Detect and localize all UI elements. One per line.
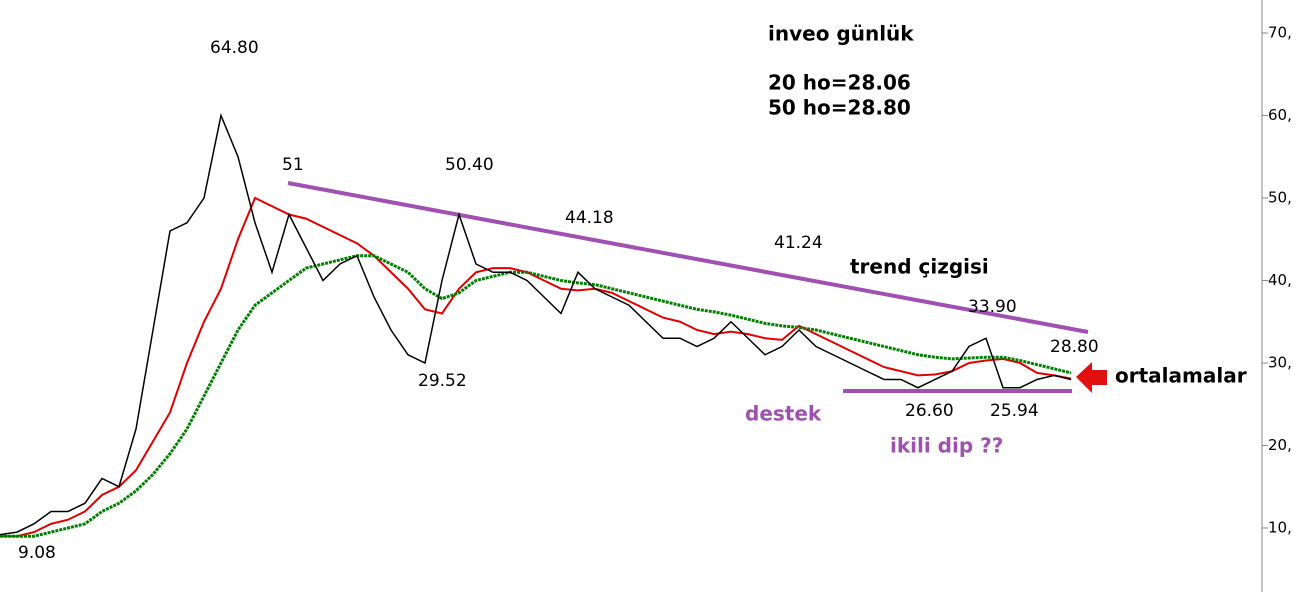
legend-entry: 20 ho=28.06 <box>768 71 911 95</box>
series-line <box>0 254 1072 538</box>
annotation: 41.24 <box>774 233 823 253</box>
y-tick-label: 50, <box>1268 188 1292 206</box>
y-tick-label: 30, <box>1268 353 1292 371</box>
annotation: 28.80 <box>1050 337 1099 357</box>
chart-title: inveo günlük <box>768 22 914 46</box>
y-tick-label: 20, <box>1268 436 1292 454</box>
y-tick-label: 10, <box>1268 518 1292 536</box>
arrow <box>1076 362 1107 393</box>
annotation: 33.90 <box>968 297 1017 317</box>
series-line <box>0 196 1072 538</box>
annotation: 29.52 <box>418 371 467 391</box>
annotation: ortalamalar <box>1115 364 1247 388</box>
annotation: 64.80 <box>210 38 259 58</box>
annotation: ikili dip ?? <box>890 434 1003 458</box>
annotation: 9.08 <box>18 543 56 563</box>
y-tick-label: 70, <box>1268 23 1292 41</box>
y-tick-label: 60, <box>1268 106 1292 124</box>
annotation: destek <box>745 402 822 426</box>
trend-line <box>287 181 1089 334</box>
annotation: trend çizgisi <box>850 255 989 279</box>
annotation: 26.60 <box>905 401 954 421</box>
legend-entry: 50 ho=28.80 <box>768 96 911 120</box>
annotation: 50.40 <box>445 155 494 175</box>
series-line <box>0 112 1072 536</box>
annotation: 25.94 <box>990 401 1039 421</box>
annotation: 51 <box>282 155 304 175</box>
y-tick-label: 40, <box>1268 271 1292 289</box>
annotation: 44.18 <box>565 208 614 228</box>
